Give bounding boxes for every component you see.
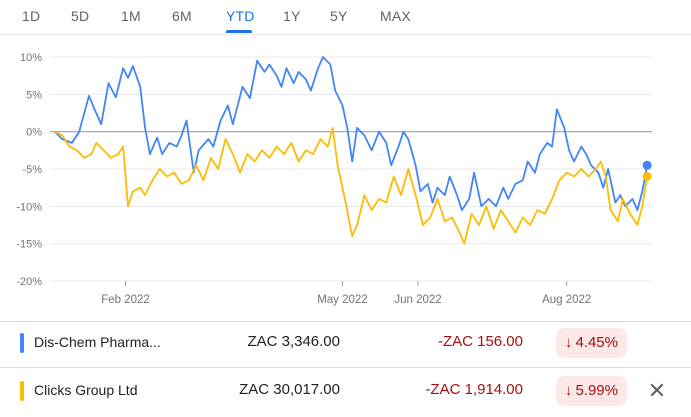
percent-change-value: 5.99% xyxy=(575,382,618,399)
tab-1m[interactable]: 1M xyxy=(121,8,141,24)
y-tick-label: -10% xyxy=(16,201,42,213)
tab-ytd[interactable]: YTD xyxy=(226,8,255,24)
series-end-point-2 xyxy=(642,171,652,181)
percent-change-value: 4.45% xyxy=(575,334,618,351)
percent-change-badge: ↓ 4.45% xyxy=(555,328,627,358)
tab-6m[interactable]: 6M xyxy=(172,8,192,24)
comparison-row-clicks[interactable]: Clicks Group Ltd ZAC 30,017.00 -ZAC 1,91… xyxy=(0,369,691,413)
series-end-point-1 xyxy=(642,160,652,170)
series-layer xyxy=(54,56,652,245)
x-tick-label: Jun 2022 xyxy=(394,294,441,306)
tab-1y[interactable]: 1Y xyxy=(283,8,301,24)
stock-price: ZAC 3,346.00 xyxy=(247,333,340,350)
y-tick-label: -15% xyxy=(16,239,42,251)
row-divider xyxy=(0,321,691,322)
y-tick-label: 10% xyxy=(20,52,42,64)
percent-change-badge: ↓ 5.99% xyxy=(555,376,627,406)
arrow-down-icon: ↓ xyxy=(564,334,573,351)
series-line-1 xyxy=(54,56,648,211)
stock-name[interactable]: Clicks Group Ltd xyxy=(34,382,138,398)
y-tick-label: 5% xyxy=(26,89,42,101)
comparison-line-chart[interactable]: 10% 5% 0% -5% -10% -15% -20% Feb 2022 May 2022 J… xyxy=(0,40,691,314)
remove-comparison-close-icon[interactable]: ✕ xyxy=(647,378,667,403)
stock-name[interactable]: Dis-Chem Pharma... xyxy=(34,334,161,350)
series-line-2 xyxy=(54,127,648,245)
price-change: -ZAC 156.00 xyxy=(437,333,523,350)
tab-1d[interactable]: 1D xyxy=(22,8,41,24)
tab-max[interactable]: MAX xyxy=(380,8,411,24)
series-color-marker xyxy=(20,333,24,353)
series-color-marker xyxy=(20,381,24,401)
active-tab-indicator xyxy=(226,30,252,33)
arrow-down-icon: ↓ xyxy=(564,382,573,399)
x-tick-label: Feb 2022 xyxy=(101,294,150,306)
tabs-divider xyxy=(0,34,691,35)
y-tick-label: 0% xyxy=(26,127,42,139)
x-tick-label: May 2022 xyxy=(317,294,368,306)
price-change: -ZAC 1,914.00 xyxy=(425,381,523,398)
x-tick-label: Aug 2022 xyxy=(542,294,591,306)
stock-price: ZAC 30,017.00 xyxy=(239,381,340,398)
tab-5y[interactable]: 5Y xyxy=(330,8,348,24)
range-tabs: 1D 5D 1M 6M YTD 1Y 5Y MAX xyxy=(0,0,691,36)
y-tick-label: -5% xyxy=(22,164,42,176)
x-axis: Feb 2022 May 2022 Jun 2022 Aug 2022 xyxy=(50,280,652,306)
comparison-row-dis-chem[interactable]: Dis-Chem Pharma... ZAC 3,346.00 -ZAC 156… xyxy=(0,321,691,365)
y-axis-labels: 10% 5% 0% -5% -10% -15% -20% xyxy=(16,52,42,288)
tab-5d[interactable]: 5D xyxy=(71,8,90,24)
y-tick-label: -20% xyxy=(16,276,42,288)
row-divider xyxy=(0,367,691,368)
